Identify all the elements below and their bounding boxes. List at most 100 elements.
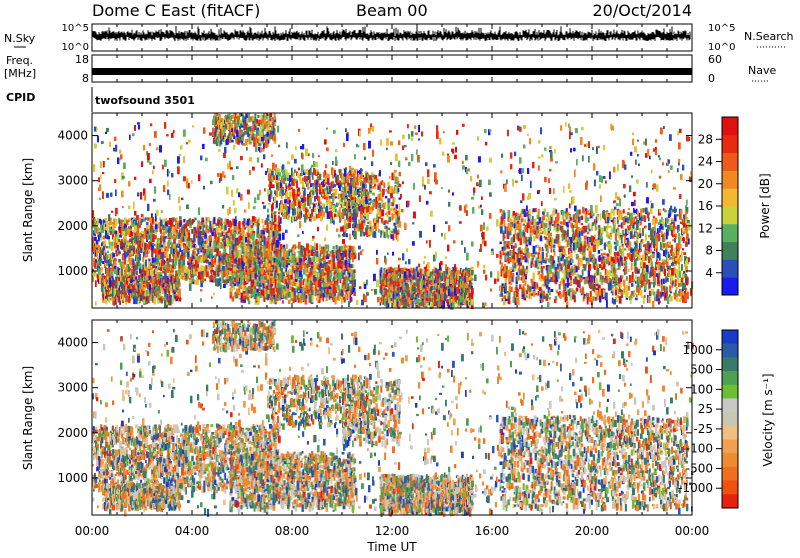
range-cell <box>250 247 252 252</box>
range-cell <box>178 291 180 297</box>
range-cell <box>180 242 182 249</box>
range-cell <box>346 257 348 260</box>
range-cell <box>237 246 240 249</box>
noise-left-tick-top: 10^5 <box>62 23 89 34</box>
range-cell <box>276 201 278 208</box>
range-cell <box>339 295 341 301</box>
range-cell <box>363 220 365 223</box>
frequency-band <box>92 68 692 75</box>
range-cell <box>291 168 293 176</box>
range-cell <box>324 170 326 173</box>
range-cell <box>239 228 241 232</box>
range-cell <box>215 121 217 125</box>
range-cell <box>286 272 288 275</box>
range-cell <box>261 276 264 279</box>
range-cell <box>336 245 338 249</box>
noise-left-tick-bottom: 10^0 <box>62 42 89 53</box>
range-cell <box>302 246 304 251</box>
range-cell <box>354 292 356 296</box>
range-cell <box>376 222 378 229</box>
range-cell <box>146 222 148 225</box>
range-cell <box>143 262 145 265</box>
range-cell <box>139 254 141 261</box>
range-cell <box>344 208 346 216</box>
range-cell <box>175 294 177 296</box>
range-cell <box>133 217 135 219</box>
range-cell <box>191 229 193 234</box>
range-cell <box>284 213 286 219</box>
range-cell <box>272 244 274 251</box>
range-cell <box>414 283 416 287</box>
range-cell <box>385 226 387 229</box>
range-cell <box>334 262 336 269</box>
range-cell <box>271 284 274 286</box>
range-cell <box>426 302 429 306</box>
range-cell <box>262 268 264 273</box>
range-cell <box>378 216 381 218</box>
range-cell <box>304 188 306 196</box>
range-cell <box>272 257 274 260</box>
range-cell <box>355 217 357 224</box>
range-cell <box>129 239 131 242</box>
range-cell <box>312 262 314 265</box>
cpid-label: CPID <box>6 91 35 104</box>
range-cell <box>166 254 168 258</box>
range-cell <box>353 217 355 222</box>
range-cell <box>325 175 327 182</box>
range-cell <box>326 245 328 249</box>
range-cell <box>312 289 314 295</box>
range-cell <box>151 250 153 258</box>
range-cell <box>115 219 118 226</box>
range-cell <box>105 298 107 304</box>
range-cell <box>346 265 348 271</box>
range-cell <box>308 265 311 267</box>
range-cell <box>342 183 344 185</box>
range-cell <box>247 125 249 127</box>
range-cell <box>309 206 311 208</box>
range-cell <box>154 263 156 266</box>
range-cell <box>114 258 117 261</box>
range-cell <box>270 117 272 120</box>
range-cell <box>335 209 337 213</box>
range-cell <box>115 230 117 234</box>
range-cell <box>278 212 280 215</box>
range-cell <box>231 140 233 143</box>
range-cell <box>313 256 316 262</box>
range-cell <box>273 113 275 120</box>
range-cell <box>142 257 144 262</box>
range-cell <box>94 234 96 237</box>
range-cell <box>314 207 316 211</box>
range-cell <box>298 192 301 194</box>
range-cell <box>111 242 113 246</box>
range-cell <box>327 174 330 178</box>
range-cell <box>268 203 271 205</box>
range-cell <box>387 235 389 239</box>
range-cell <box>348 291 350 295</box>
range-cell <box>298 168 300 171</box>
range-cell <box>221 231 223 236</box>
range-cell <box>245 246 248 249</box>
range-cell <box>293 172 295 177</box>
range-cell <box>290 191 292 196</box>
range-cell <box>174 241 176 244</box>
range-cell <box>381 209 384 216</box>
range-cell <box>100 258 102 262</box>
range-cell <box>258 217 260 223</box>
range-cell <box>213 217 215 224</box>
range-cell <box>354 190 357 195</box>
range-cell <box>395 204 398 208</box>
range-cell <box>364 209 366 216</box>
range-cell <box>303 266 305 268</box>
range-cell <box>145 254 147 256</box>
range-cell <box>136 270 138 275</box>
range-cell <box>135 220 137 225</box>
range-cell <box>172 217 174 222</box>
range-cell <box>257 227 259 234</box>
range-cell <box>241 293 243 297</box>
range-cell <box>396 274 398 282</box>
range-cell <box>128 218 131 220</box>
range-cell <box>259 255 261 257</box>
range-cell <box>248 113 250 118</box>
range-cell <box>370 188 372 190</box>
